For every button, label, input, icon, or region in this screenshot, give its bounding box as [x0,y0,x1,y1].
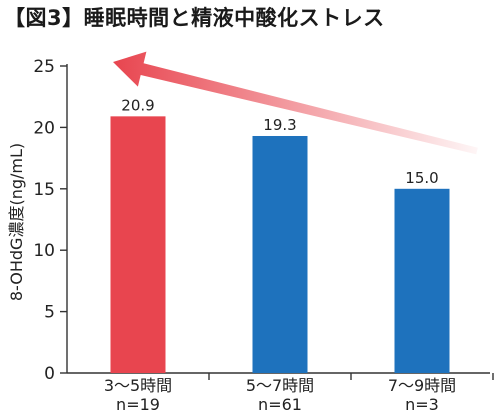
value-label-1: 20.9 [121,96,154,114]
y-axis-label: 8-OHdG濃度(ng/mL) [7,143,26,301]
category-label-1: 3〜5時間 [104,376,172,395]
y-tick-label: 25 [33,57,55,77]
y-tick-label: 0 [44,364,55,384]
chart-title: 【図3】睡眠時間と精液中酸化ストレス [4,6,385,30]
value-label-3: 15.0 [405,169,438,187]
category-n-3: n=3 [405,395,439,414]
bar-1 [110,116,166,374]
bar-2 [252,135,308,373]
y-tick-label: 20 [33,118,55,138]
value-label-2: 19.3 [263,116,296,134]
y-tick-label: 5 [44,303,55,323]
category-n-2: n=61 [258,395,302,414]
category-label-3: 7〜9時間 [388,376,456,395]
y-tick-label: 10 [33,241,55,261]
bar-3 [394,188,450,373]
category-label-2: 5〜7時間 [246,376,314,395]
trend-arrow [113,51,478,155]
category-n-1: n=19 [116,395,160,414]
y-tick-label: 15 [33,180,55,200]
